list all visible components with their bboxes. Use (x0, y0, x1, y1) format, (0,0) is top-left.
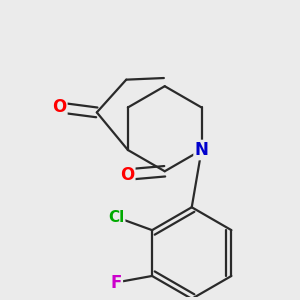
Text: N: N (195, 141, 208, 159)
Text: O: O (52, 98, 66, 116)
Text: O: O (120, 166, 134, 184)
Text: Cl: Cl (108, 210, 124, 225)
Text: F: F (110, 274, 122, 292)
